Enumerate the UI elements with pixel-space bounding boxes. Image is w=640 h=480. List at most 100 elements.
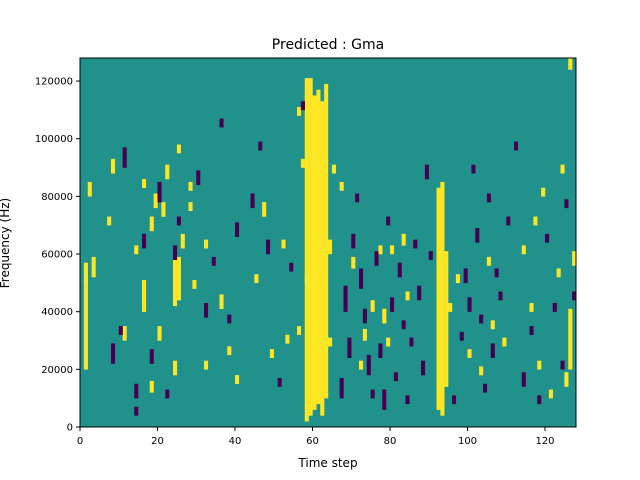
y-tick-label: 20000	[41, 365, 73, 376]
heatmap-cell-low	[572, 291, 577, 301]
heatmap-cell-low	[157, 181, 162, 203]
heatmap-cell-low	[413, 239, 418, 249]
heatmap-cell-high	[173, 360, 178, 376]
heatmap-cell-high	[308, 78, 313, 416]
x-tick-label: 60	[306, 436, 319, 447]
heatmap-cell-high	[320, 101, 325, 416]
heatmap-cell-high	[227, 346, 232, 356]
heatmap-cell-high	[83, 262, 88, 370]
heatmap-cell-high	[328, 337, 333, 347]
heatmap-cell-high	[529, 303, 534, 312]
heatmap-cell-high	[467, 349, 472, 359]
heatmap-cell-low	[165, 389, 170, 399]
heatmap-cell-high	[351, 256, 356, 269]
heatmap-cell-low	[173, 245, 178, 260]
heatmap-cell-low	[529, 326, 534, 335]
heatmap-cell-high	[448, 303, 453, 312]
heatmap-cell-low	[405, 395, 410, 405]
heatmap-cell-high	[339, 181, 344, 191]
x-tick-label: 80	[384, 436, 397, 447]
y-tick-label: 60000	[41, 250, 73, 261]
heatmap-cell-high	[262, 202, 267, 217]
heatmap-cell-low	[111, 343, 116, 364]
heatmap-cell-high	[382, 308, 387, 324]
heatmap-cell-high	[297, 326, 302, 335]
heatmap-cell-high	[107, 216, 112, 226]
heatmap-cell-low	[471, 164, 476, 174]
heatmap-cell-high	[153, 193, 158, 209]
x-tick-label: 20	[151, 436, 164, 447]
heatmap-cell-high	[533, 216, 538, 226]
heatmap-cell-high	[479, 366, 484, 376]
heatmap-cell-low	[424, 164, 429, 180]
heatmap-cell-low	[514, 141, 519, 151]
heatmap-cell-high	[219, 294, 224, 309]
y-tick-label: 0	[67, 423, 73, 434]
heatmap-cell-low	[393, 372, 398, 382]
heatmap-cell-high	[281, 239, 286, 249]
heatmap-cell-high	[269, 349, 274, 359]
heatmap-cell-low	[498, 291, 503, 301]
heatmap-cell-high	[564, 372, 569, 387]
heatmap-cell-high	[188, 181, 193, 191]
chart-title: Predicted : Gma	[272, 37, 384, 53]
heatmap-cell-high	[149, 216, 154, 232]
heatmap-cell-high	[157, 326, 162, 341]
heatmap-cell-low	[343, 285, 348, 312]
heatmap-cell-high	[165, 164, 170, 180]
heatmap-cell-high	[556, 268, 561, 278]
heatmap-cell-low	[250, 193, 255, 209]
x-axis-label: Time step	[297, 456, 357, 470]
heatmap-cell-low	[219, 118, 224, 128]
heatmap-cell-high	[316, 89, 321, 405]
heatmap-cell-low	[176, 216, 181, 226]
heatmap-cell-high	[521, 245, 526, 255]
heatmap-cell-high	[188, 202, 193, 211]
heatmap-cell-high	[122, 326, 127, 341]
heatmap-cell-low	[494, 268, 499, 278]
heatmap-cell-low	[506, 216, 511, 226]
heatmap-cell-low	[479, 314, 484, 324]
heatmap-cell-high	[548, 389, 553, 399]
heatmap-cell-high	[285, 334, 290, 344]
heatmap-cell-low	[467, 297, 472, 312]
x-tick-label: 0	[77, 436, 83, 447]
heatmap-cell-high	[312, 95, 317, 410]
heatmap-cell-high	[176, 256, 181, 301]
x-tick-label: 120	[535, 436, 554, 447]
heatmap-cell-high	[405, 291, 410, 301]
heatmap-cells	[83, 58, 577, 422]
heatmap-cell-high	[490, 320, 495, 330]
heatmap-cell-low	[122, 147, 127, 168]
heatmap-cell-high	[444, 251, 449, 387]
heatmap-cell-high	[436, 187, 441, 410]
heatmap-cell-low	[390, 297, 395, 312]
heatmap-cell-high	[83, 279, 88, 284]
heatmap-cell-low	[366, 354, 371, 376]
heatmap-cell-low	[452, 395, 457, 405]
heatmap-cell-high	[568, 58, 573, 70]
heatmap-cell-low	[552, 303, 557, 312]
heatmap-cell-low	[359, 268, 364, 289]
heatmap-cell-high	[300, 158, 305, 168]
heatmap-cell-low	[362, 308, 367, 324]
heatmap-cell-low	[490, 343, 495, 359]
heatmap-cell-low	[401, 320, 406, 330]
heatmap-cell-low	[382, 389, 387, 410]
heatmap-cell-high	[192, 279, 197, 289]
heatmap-cell-high	[390, 245, 395, 255]
heatmap-cell-high	[328, 239, 333, 255]
heatmap-cell-low	[463, 268, 468, 284]
heatmap-cell-low	[417, 285, 422, 301]
heatmap-cell-high	[91, 256, 96, 278]
heatmap-cell-low	[483, 383, 488, 393]
heatmap-cell-low	[421, 360, 426, 376]
heatmap-cell-high	[378, 245, 383, 255]
heatmap-cell-high	[537, 360, 542, 370]
x-axis: 0 20 40 60 80 100 120	[77, 427, 555, 447]
heatmap-cell-high	[176, 144, 181, 154]
plot-frame	[79, 57, 577, 428]
heatmap-cell-high	[572, 251, 577, 266]
heatmap-cell-low	[378, 343, 383, 359]
heatmap-cell-high	[235, 375, 240, 384]
